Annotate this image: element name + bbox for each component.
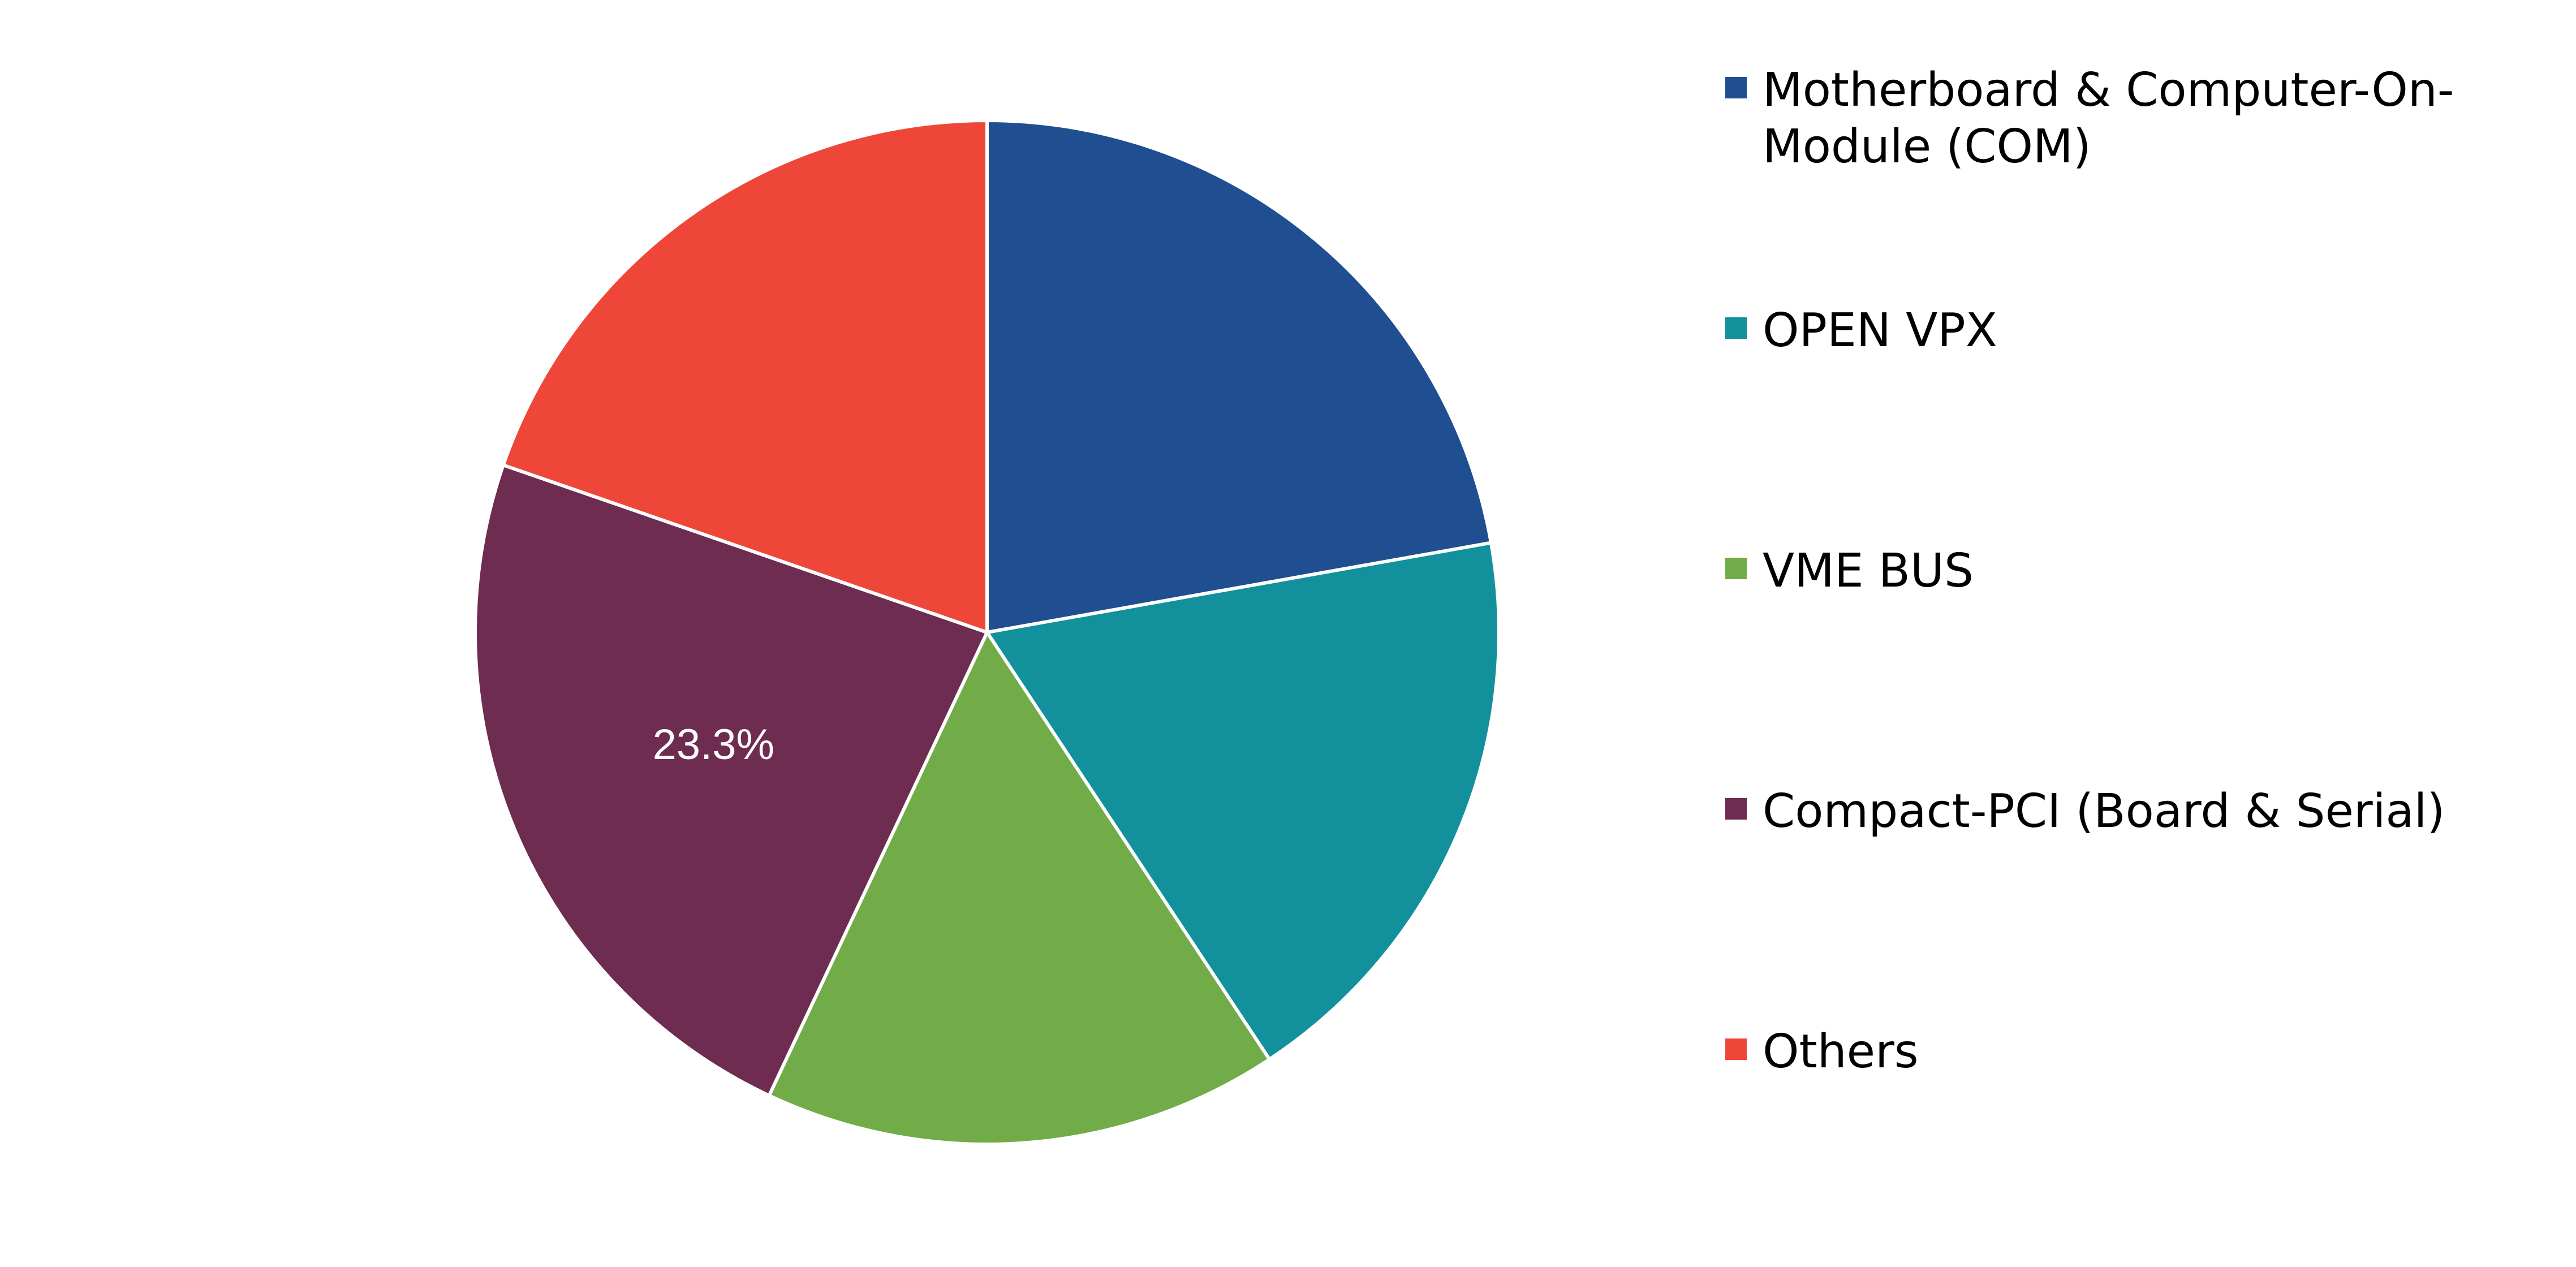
legend-swatch: [1725, 1038, 1747, 1060]
legend-item-open-vpx: OPEN VPX: [1725, 303, 2562, 359]
legend-swatch: [1725, 77, 1747, 98]
legend-item-compact-pci-board-and-serial: Compact-PCI (Board & Serial): [1725, 783, 2562, 840]
data-label-compact-pci-board-and-serial: 23.3%: [653, 721, 775, 769]
pie-slices: [473, 119, 1501, 1146]
legend-swatch: [1725, 798, 1747, 820]
pie-slice-compact-pci-board-and-serial: [473, 463, 989, 1097]
legend-swatch: [1725, 317, 1747, 339]
legend-item-vme-bus: VME BUS: [1725, 543, 2562, 600]
legend-label: OPEN VPX: [1763, 304, 1997, 357]
legend-label: Motherboard & Computer-On-Module (COM): [1763, 63, 2454, 174]
pie-slice-vme-bus: [767, 631, 1272, 1146]
legend-item-motherboard-and-computer-on-module-com: Motherboard & Computer-On-Module (COM): [1725, 62, 2562, 175]
pie-slice-open-vpx: [985, 541, 1501, 1061]
pie-slice-motherboard-and-computer-on-module-com: [985, 119, 1493, 634]
pie-data-labels: 23.3%: [653, 721, 775, 769]
legend-item-others: Others: [1725, 1024, 2562, 1080]
legend-label: Others: [1763, 1025, 1919, 1079]
legend-label: VME BUS: [1763, 544, 1974, 598]
legend-swatch: [1725, 558, 1747, 579]
pie-slice-others: [501, 119, 989, 634]
legend-label: Compact-PCI (Board & Serial): [1763, 785, 2445, 838]
